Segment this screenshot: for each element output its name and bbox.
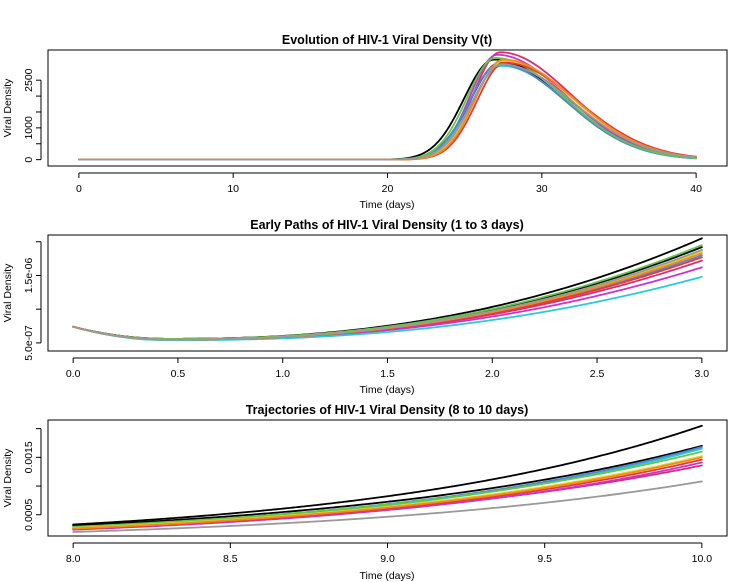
x-tick-label: 0.0 [66, 368, 81, 380]
y-axis-label: Viral Density [2, 78, 14, 137]
x-tick-label: 40 [690, 183, 702, 195]
series-lines [72, 237, 703, 342]
series-line [77, 61, 698, 161]
series-line [77, 51, 698, 161]
x-tick-label: 9.0 [380, 553, 395, 565]
series-lines [77, 51, 698, 161]
y-tick-label: 1.5e-06 [23, 258, 35, 294]
series-line [77, 58, 698, 161]
plot-frame [47, 234, 728, 352]
y-tick-label: 0 [23, 157, 35, 163]
x-tick-label: 20 [382, 183, 394, 195]
y-tick-label: 0.0015 [23, 441, 35, 473]
series-line [77, 53, 698, 161]
y-axis-label: Viral Density [2, 448, 14, 507]
x-axis: 8.0 8.5 9.0 9.5 10.0 [66, 542, 713, 565]
x-axis-label: Time (days) [359, 384, 414, 396]
y-tick-label: 2500 [23, 68, 35, 92]
series-line [77, 57, 698, 161]
chart-title: Trajectories of HIV-1 Viral Density (8 t… [246, 403, 529, 417]
x-axis-label: Time (days) [359, 199, 414, 211]
series-line [72, 456, 703, 530]
x-tick-label: 0 [76, 183, 82, 195]
x-tick-label: 1.0 [275, 368, 290, 380]
series-line [72, 244, 703, 340]
y-axis: 0 1000 2500 [23, 68, 42, 163]
x-tick-label: 10 [227, 183, 239, 195]
series-line [72, 480, 703, 533]
chart-panel-early-paths: Early Paths of HIV-1 Viral Density (1 to… [2, 218, 728, 396]
x-tick-label: 9.5 [537, 553, 552, 565]
chart-title: Evolution of HIV-1 Viral Density V(t) [282, 33, 492, 47]
series-line [72, 248, 703, 341]
plot-frame [47, 49, 728, 167]
x-tick-label: 2.0 [485, 368, 500, 380]
x-tick-label: 0.5 [171, 368, 186, 380]
x-tick-label: 10.0 [692, 553, 713, 565]
series-line [72, 424, 703, 526]
x-axis: 0 10 20 30 40 [76, 172, 702, 195]
series-line [77, 65, 698, 161]
x-tick-label: 30 [536, 183, 548, 195]
series-line [77, 61, 698, 161]
y-tick-label: 5.0e-07 [23, 325, 35, 361]
x-tick-label: 8.5 [223, 553, 238, 565]
y-axis: 0.0005 0.0015 [23, 428, 42, 531]
x-tick-label: 1.5 [380, 368, 395, 380]
series-line [77, 60, 698, 161]
y-tick-label: 0.0005 [23, 499, 35, 531]
x-axis: 0.0 0.5 1.0 1.5 2.0 2.5 3.0 [66, 357, 710, 380]
plot-frame [47, 419, 728, 537]
y-axis: 5.0e-07 1.5e-06 [23, 241, 42, 361]
y-tick-label: 1000 [23, 116, 35, 140]
x-tick-label: 2.5 [590, 368, 605, 380]
chart-panel-trajectories: Trajectories of HIV-1 Viral Density (8 t… [2, 403, 728, 582]
series-line [77, 63, 698, 161]
x-tick-label: 3.0 [695, 368, 710, 380]
chart-title: Early Paths of HIV-1 Viral Density (1 to… [250, 218, 523, 232]
series-line [72, 444, 703, 527]
series-lines [72, 424, 703, 533]
series-line [77, 58, 698, 161]
x-tick-label: 8.0 [66, 553, 81, 565]
y-axis-label: Viral Density [2, 263, 14, 322]
series-line [77, 63, 698, 161]
x-axis-label: Time (days) [359, 570, 414, 582]
chart-panel-viral-density: Evolution of HIV-1 Viral Density V(t) 0 1… [2, 33, 728, 211]
series-line [72, 450, 703, 528]
series-line [72, 446, 703, 529]
